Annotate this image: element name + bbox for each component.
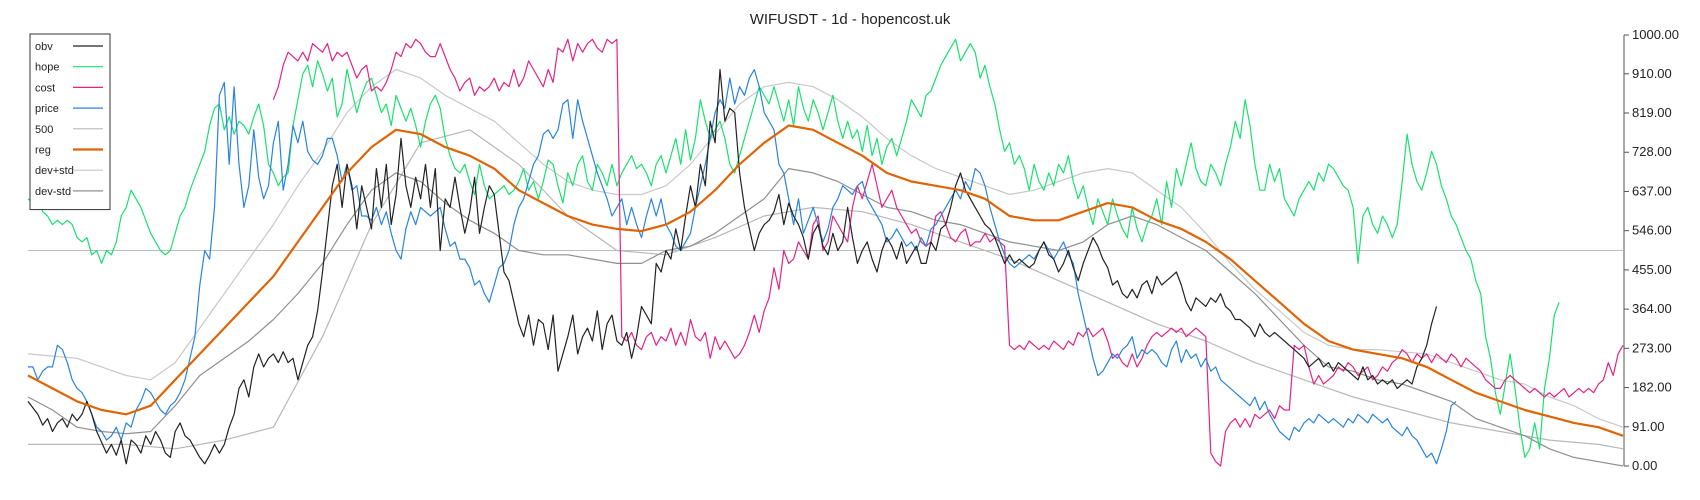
legend-box — [29, 33, 111, 211]
series-line-reg — [27, 124, 1624, 437]
legend-label: 500 — [35, 124, 53, 136]
y-tick-label: 546.00 — [1632, 223, 1672, 238]
y-tick-label: 91.00 — [1632, 419, 1665, 434]
chart-title: WIFUSDT - 1d - hopencost.uk — [750, 11, 951, 28]
legend-label: dev+std — [35, 165, 74, 177]
y-tick-label: 455.00 — [1632, 262, 1672, 277]
series-line-hope — [27, 38, 1560, 458]
y-tick-label: 637.00 — [1632, 183, 1672, 198]
y-tick-label: 728.00 — [1632, 144, 1672, 159]
series-line-cost — [272, 38, 1624, 467]
legend-label: obv — [35, 41, 53, 53]
y-axis: 1000.00 910.00 819.00 728.00 637.00 546.00 455… — [1623, 27, 1679, 473]
y-tick-label: 273.00 — [1632, 340, 1672, 355]
series-line-obv — [27, 68, 1438, 465]
legend-label: price — [35, 103, 59, 115]
y-tick-label: 0.00 — [1632, 458, 1657, 473]
series-line-500 — [28, 129, 1624, 450]
legend-label: hope — [35, 62, 59, 74]
series-line-price — [28, 68, 1457, 465]
plot-area — [27, 38, 1624, 467]
y-tick-label: 819.00 — [1632, 105, 1672, 120]
y-tick-label: 1000.00 — [1632, 27, 1679, 42]
y-tick-label: 364.00 — [1632, 301, 1672, 316]
legend-label: dev-std — [35, 186, 71, 198]
legend-label: cost — [35, 82, 55, 94]
y-tick-label: 910.00 — [1632, 66, 1672, 81]
legend-label: reg — [35, 145, 51, 157]
legend: obv hope cost price 500 reg dev+std dev-std — [29, 33, 111, 211]
series-line-dev-std — [27, 168, 1624, 467]
y-tick-label: 182.00 — [1632, 380, 1672, 395]
